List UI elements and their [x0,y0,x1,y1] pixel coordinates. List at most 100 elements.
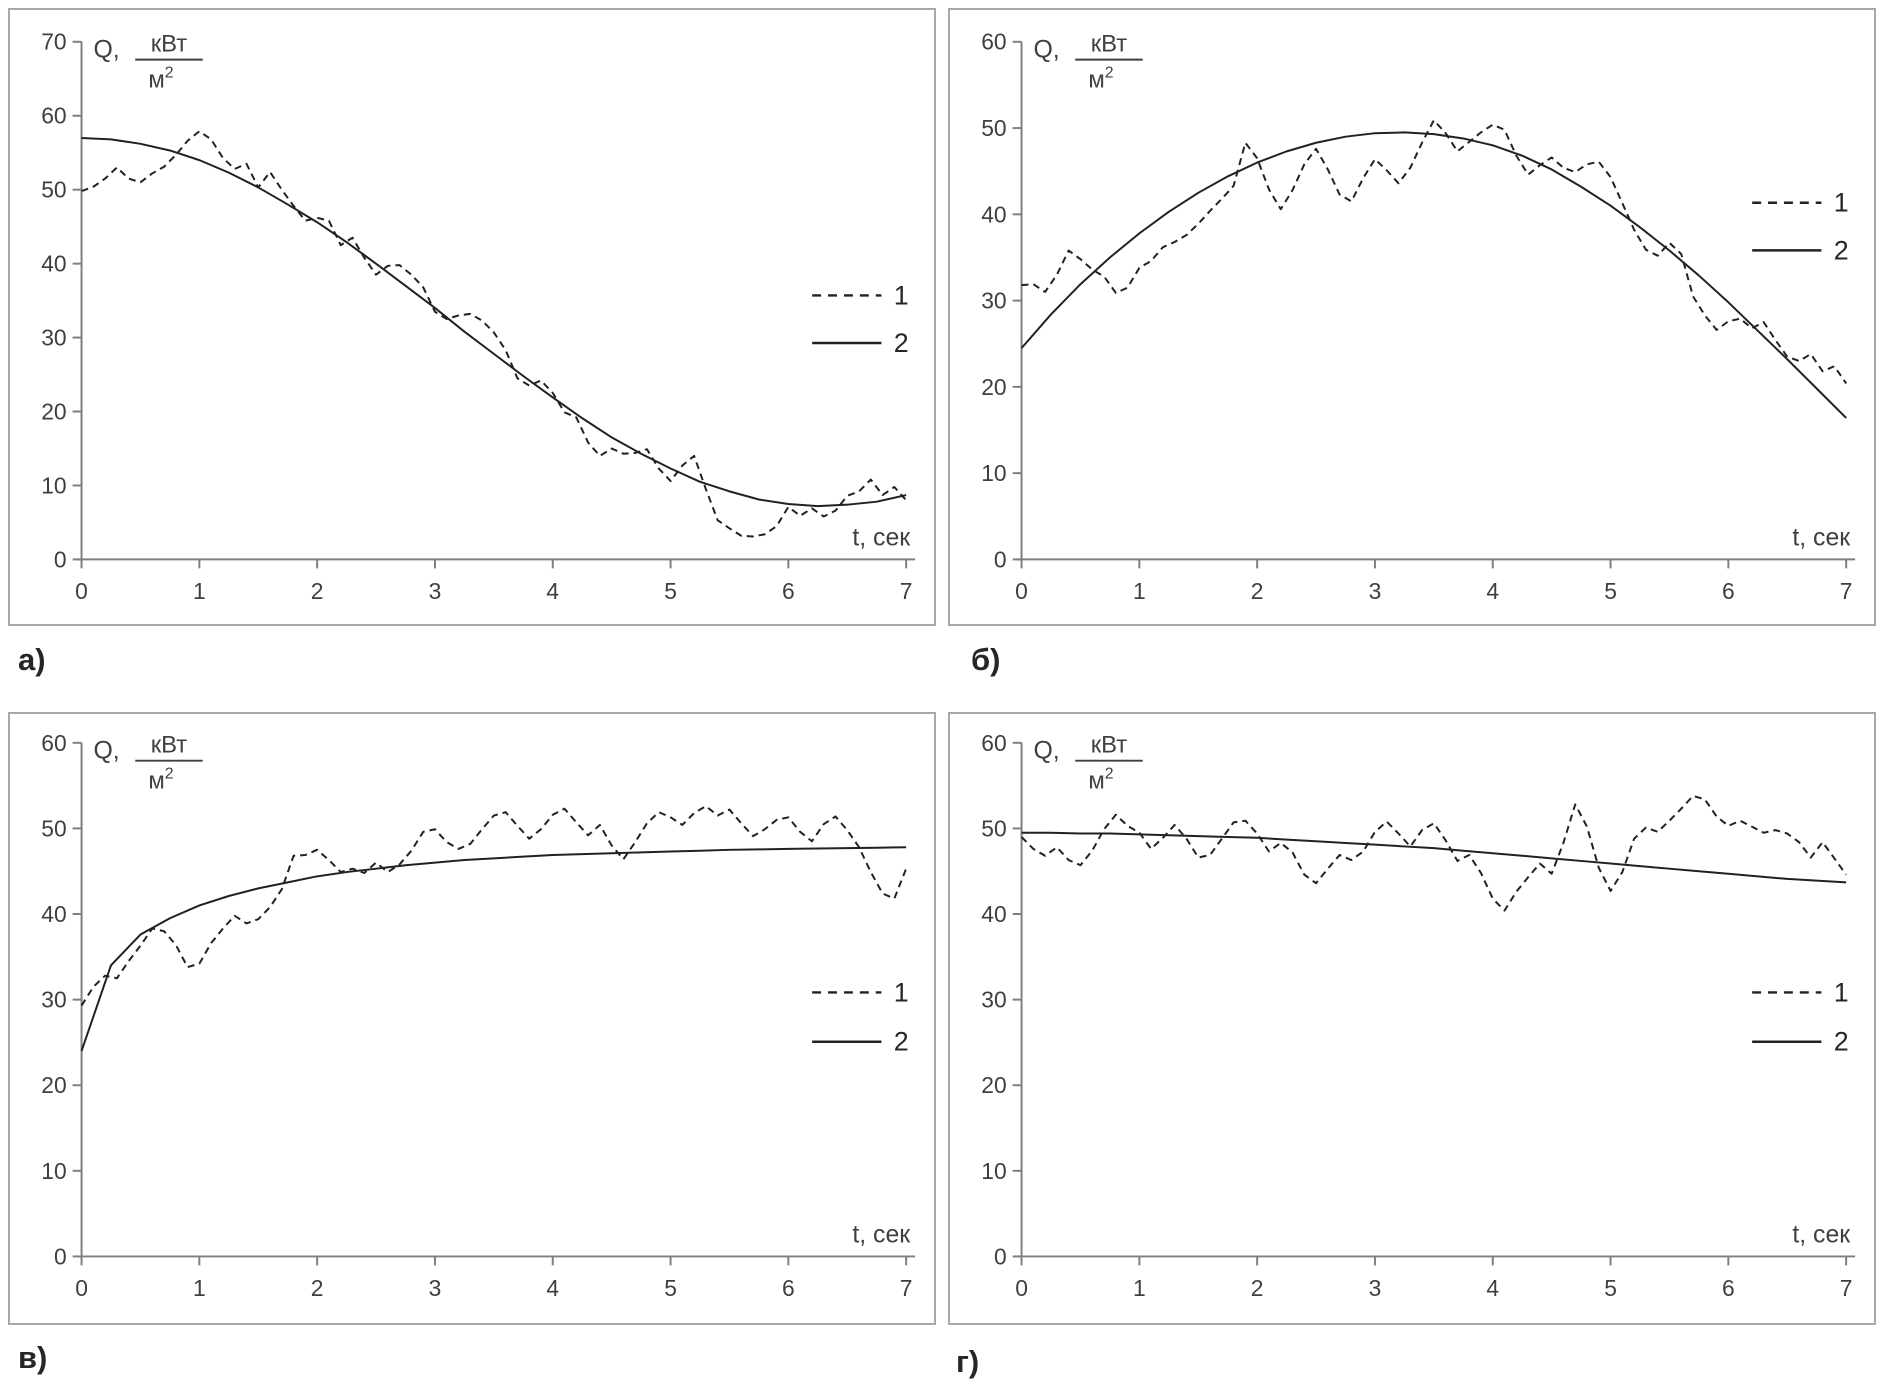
series-1-dashed-line [80,805,908,1007]
y-tick-label: 60 [981,29,1006,55]
legend-entry-label-1: 1 [894,977,909,1007]
y-tick-label: 50 [981,115,1006,141]
series-2-solid-line [1021,831,1847,884]
x-tick-label: 5 [664,1275,677,1301]
y-axis-title-numerator: кВт [1091,31,1128,58]
x-tick-label: 2 [311,578,324,604]
x-tick-label: 2 [1251,1275,1264,1301]
x-tick-label: 7 [900,1275,913,1301]
y-axis-title-prefix: Q, [1033,738,1059,765]
x-tick-label: 4 [546,1275,559,1301]
chart-panel-g: 0 10 20 30 40 50 60 0 1 2 3 4 5 6 7 Q, кВт м2 t, сек 1 2 [948,712,1876,1325]
x-tick-label: 1 [193,578,206,604]
series-1-dashed-line [1020,794,1847,912]
y-tick-label: 20 [41,398,66,424]
x-tick-label: 5 [1604,1275,1617,1301]
legend-entry-label-2: 2 [1834,1027,1849,1057]
x-tick-label: 4 [1486,578,1499,604]
y-tick-label: 20 [41,1072,66,1098]
x-tick-label: 1 [1133,1275,1146,1301]
y-tick-label: 0 [54,1243,67,1269]
series-2-solid-line [81,136,907,508]
y-tick-label: 60 [41,730,66,756]
y-axis-title-prefix: Q, [93,37,119,64]
y-axis-title-numerator: кВт [1091,732,1128,759]
y-tick-label: 40 [41,251,66,277]
y-tick-label: 30 [981,288,1006,314]
series-1-dashed-line [1021,119,1847,385]
x-tick-label: 6 [1722,1275,1735,1301]
chart-panel-a: 0 10 20 30 40 50 60 70 0 1 2 3 4 5 6 7 Q, кВт м2 t, сек 1 2 [8,8,936,626]
y-tick-label: 0 [54,546,67,572]
y-axis-title-denominator: м2 [148,65,173,94]
panel-caption-a: а) [18,642,46,677]
y-tick-label: 10 [41,1158,66,1184]
x-tick-label: 5 [664,578,677,604]
y-tick-label: 10 [981,460,1006,486]
x-tick-label: 1 [1133,578,1146,604]
x-axis-title: t, сек [852,1222,910,1249]
y-tick-label: 60 [981,730,1006,756]
y-tick-label: 20 [981,1072,1006,1098]
y-tick-label: 60 [41,103,66,129]
y-tick-label: 30 [41,987,66,1013]
x-tick-label: 4 [546,578,559,604]
panel-caption-b: б) [971,642,1001,677]
x-tick-label: 0 [1015,578,1028,604]
x-tick-label: 1 [193,1275,206,1301]
x-tick-label: 2 [1251,578,1264,604]
x-tick-label: 3 [1369,578,1382,604]
series-2-solid-line [1020,131,1847,419]
y-tick-label: 0 [994,546,1007,572]
y-tick-label: 50 [981,815,1006,841]
y-tick-label: 50 [41,815,66,841]
x-tick-label: 5 [1604,578,1617,604]
y-tick-label: 50 [41,177,66,203]
x-tick-label: 7 [900,578,913,604]
y-tick-label: 70 [41,29,66,55]
x-tick-label: 7 [1840,578,1853,604]
x-axis-title: t, сек [852,525,910,552]
chart-a-canvas: 0 10 20 30 40 50 60 70 0 1 2 3 4 5 6 7 Q, кВт м2 t, сек 1 2 [41,29,916,604]
chart-g-canvas: 0 10 20 30 40 50 60 0 1 2 3 4 5 6 7 Q, кВт м2 t, сек 1 2 [981,730,1856,1301]
x-tick-label: 3 [1369,1275,1382,1301]
y-axis-title-denominator: м2 [1088,766,1113,795]
x-tick-label: 6 [1722,578,1735,604]
x-tick-label: 4 [1486,1275,1499,1301]
x-tick-label: 3 [429,1275,442,1301]
y-tick-label: 30 [981,987,1006,1013]
x-tick-label: 6 [782,578,795,604]
legend-entry-label-1: 1 [1834,188,1849,218]
series-1-dashed-line [81,130,907,538]
panel-caption-v: в) [18,1340,48,1375]
legend-entry-label-2: 2 [894,1027,909,1057]
chart-b-canvas: 0 10 20 30 40 50 60 0 1 2 3 4 5 6 7 Q, кВт м2 t, сек 1 2 [981,29,1856,604]
x-axis-title: t, сек [1792,525,1850,552]
x-tick-label: 0 [75,1275,88,1301]
y-tick-label: 0 [994,1243,1007,1269]
y-axis-title-numerator: кВт [151,732,188,759]
legend-entry-label-1: 1 [894,280,909,310]
x-tick-label: 0 [1015,1275,1028,1301]
y-axis-title-denominator: м2 [1088,65,1113,94]
legend-entry-label-1: 1 [1834,977,1849,1007]
series-2-solid-line [80,846,907,1052]
chart-v-canvas: 0 10 20 30 40 50 60 0 1 2 3 4 5 6 7 Q, кВт м2 t, сек 1 2 [41,730,916,1301]
legend-entry-label-2: 2 [894,328,909,358]
chart-panel-v: 0 10 20 30 40 50 60 0 1 2 3 4 5 6 7 Q, кВт м2 t, сек 1 2 [8,712,936,1325]
x-tick-label: 0 [75,578,88,604]
chart-panel-b: 0 10 20 30 40 50 60 0 1 2 3 4 5 6 7 Q, кВт м2 t, сек 1 2 [948,8,1876,626]
x-tick-label: 6 [782,1275,795,1301]
y-tick-label: 10 [41,472,66,498]
x-tick-label: 7 [1840,1275,1853,1301]
y-tick-label: 40 [981,901,1006,927]
y-tick-label: 40 [981,201,1006,227]
y-tick-label: 20 [981,374,1006,400]
legend-entry-label-2: 2 [1834,235,1849,265]
y-tick-label: 30 [41,325,66,351]
panel-caption-g: г) [956,1344,980,1379]
x-axis-title: t, сек [1792,1222,1850,1249]
y-axis-title-numerator: кВт [151,31,188,58]
x-tick-label: 2 [311,1275,324,1301]
x-tick-label: 3 [429,578,442,604]
